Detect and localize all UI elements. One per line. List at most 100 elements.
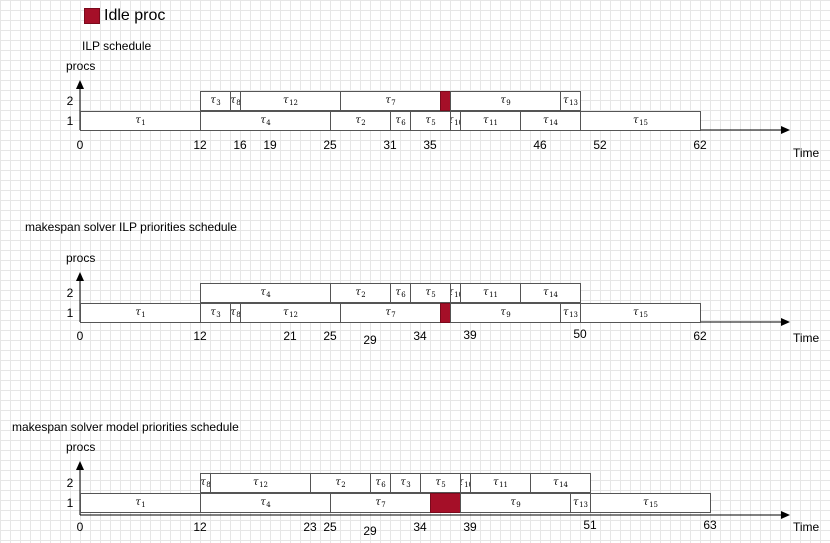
task-block: τ6 [370, 473, 391, 493]
task-label: τ14 [553, 477, 568, 489]
task-index: 10 [454, 291, 460, 299]
task-block: τ15 [580, 111, 701, 131]
schedule-title: ILP schedule [82, 39, 152, 53]
task-block: τ4 [200, 493, 331, 513]
task-label: τ4 [260, 497, 271, 509]
task-block: τ11 [460, 283, 521, 303]
task-label: τ10 [451, 287, 460, 299]
time-axis-arrow [781, 318, 790, 326]
task-block: τ3 [390, 473, 421, 493]
task-index: 11 [489, 291, 498, 299]
task-label: τ6 [375, 477, 386, 489]
task-block: τ5 [410, 283, 451, 303]
task-label: τ12 [283, 95, 298, 107]
task-label: τ6 [395, 115, 406, 127]
time-tick-label: 12 [193, 329, 207, 343]
proc-1-label: 1 [66, 496, 74, 510]
task-index: 11 [499, 481, 508, 489]
task-block: τ14 [520, 283, 581, 303]
x-axis-label: Time [793, 146, 820, 160]
task-index: 14 [559, 481, 568, 489]
task-label: τ10 [461, 477, 470, 489]
task-label: τ15 [633, 115, 648, 127]
task-block: τ7 [340, 91, 441, 111]
x-axis-label: Time [793, 331, 820, 345]
task-index: 12 [259, 481, 268, 489]
legend: Idle proc [84, 7, 165, 25]
task-index: 5 [431, 119, 436, 127]
time-tick-label: 63 [703, 518, 717, 532]
task-index: 12 [289, 311, 298, 319]
time-tick-label: 25 [323, 520, 337, 534]
task-label: τ5 [425, 115, 436, 127]
task-index: 9 [506, 311, 511, 319]
task-index: 9 [506, 99, 511, 107]
task-label: τ3 [210, 307, 221, 319]
task-block: τ2 [330, 111, 391, 131]
task-label: τ4 [260, 287, 271, 299]
task-block: τ4 [200, 111, 331, 131]
time-tick-label: 16 [233, 138, 247, 152]
time-tick-label: 46 [533, 138, 547, 152]
task-block: τ3 [200, 303, 231, 323]
task-index: 5 [431, 291, 436, 299]
task-label: τ4 [260, 115, 271, 127]
task-index: 1 [141, 501, 146, 509]
proc-2-label: 2 [66, 286, 74, 300]
task-index: 9 [516, 501, 521, 509]
task-block: τ2 [330, 283, 391, 303]
task-label: τ8 [230, 95, 241, 107]
task-block: τ12 [240, 91, 341, 111]
task-index: 2 [361, 291, 366, 299]
task-label: τ2 [335, 477, 346, 489]
task-block: τ11 [460, 111, 521, 131]
task-block: τ4 [200, 283, 331, 303]
task-block: τ6 [390, 111, 411, 131]
y-axis-label: procs [66, 440, 96, 454]
task-label: τ9 [510, 497, 521, 509]
time-tick-label: 50 [573, 327, 587, 341]
y-axis-label: procs [66, 251, 96, 265]
task-label: τ12 [253, 477, 268, 489]
time-axis-arrow [781, 126, 790, 134]
time-tick-label: 39 [463, 328, 477, 342]
time-tick-label: 12 [193, 138, 207, 152]
task-label: τ15 [643, 497, 658, 509]
time-tick-label: 25 [323, 138, 337, 152]
task-block: τ7 [340, 303, 441, 323]
task-block: τ14 [530, 473, 591, 493]
task-block: τ14 [520, 111, 581, 131]
time-tick-label: 21 [283, 329, 297, 343]
task-block: τ12 [210, 473, 311, 493]
task-index: 6 [401, 119, 406, 127]
task-block: τ3 [200, 91, 231, 111]
task-label: τ1 [135, 307, 146, 319]
proc-2-label: 2 [66, 476, 74, 490]
time-tick-label: 52 [593, 138, 607, 152]
task-label: τ12 [283, 307, 298, 319]
task-index: 3 [406, 481, 411, 489]
task-label: τ11 [493, 477, 508, 489]
time-tick-label: 29 [363, 524, 377, 538]
schedule-title: makespan solver model priorities schedul… [12, 420, 239, 434]
task-label: τ3 [400, 477, 411, 489]
procs-axis-arrow [76, 272, 84, 281]
time-tick-label: 34 [413, 329, 427, 343]
task-block: τ1 [80, 303, 201, 323]
task-index: 13 [569, 99, 578, 107]
task-label: τ14 [543, 287, 558, 299]
task-index: 7 [381, 501, 386, 509]
task-index: 14 [549, 291, 558, 299]
task-label: τ13 [573, 497, 588, 509]
task-index: 7 [391, 99, 396, 107]
proc-1-label: 1 [66, 306, 74, 320]
time-tick-label: 19 [263, 138, 277, 152]
schedule-title: makespan solver ILP priorities schedule [25, 220, 237, 234]
time-tick-label: 62 [693, 138, 707, 152]
time-tick-label: 31 [383, 138, 397, 152]
task-block: τ7 [330, 493, 431, 513]
task-label: τ1 [135, 115, 146, 127]
task-label: τ2 [355, 115, 366, 127]
time-tick-label: 35 [423, 138, 437, 152]
